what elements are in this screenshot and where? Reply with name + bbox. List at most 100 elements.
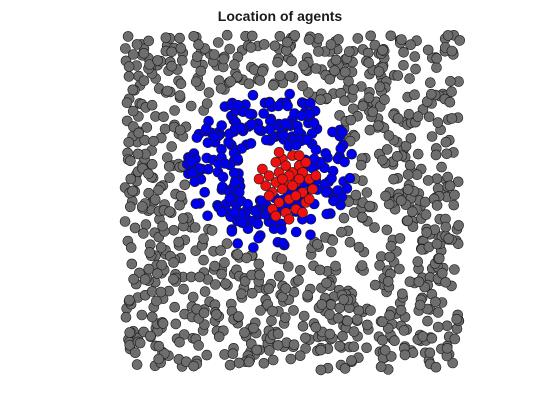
outer-agent-point <box>332 312 344 324</box>
outer-agent-point <box>377 316 388 328</box>
middle-agent-point <box>234 186 245 198</box>
outer-agent-point <box>297 320 309 332</box>
inner-agent-point <box>303 193 315 205</box>
outer-agent-point <box>133 127 144 139</box>
outer-agent-point <box>441 320 453 332</box>
outer-agent-point <box>233 357 245 369</box>
outer-agent-point <box>353 305 365 317</box>
middle-agent-point <box>335 143 347 154</box>
outer-agent-point <box>330 260 341 272</box>
outer-agent-point <box>381 144 393 155</box>
outer-agent-point <box>215 245 226 256</box>
outer-agent-point <box>123 61 135 72</box>
outer-agents-layer <box>119 29 466 376</box>
outer-agent-point <box>174 199 185 211</box>
middle-agent-point <box>346 148 358 160</box>
chart-title: Location of agents <box>217 8 343 24</box>
outer-agent-point <box>404 276 416 288</box>
outer-agent-point <box>384 309 395 321</box>
outer-agent-point <box>356 211 368 223</box>
outer-agent-point <box>263 283 275 295</box>
outer-agent-point <box>254 269 266 281</box>
middle-agent-point <box>273 100 284 112</box>
outer-agent-point <box>300 343 311 354</box>
outer-agent-point <box>138 75 150 86</box>
middle-agent-point <box>247 89 259 101</box>
outer-agent-point <box>209 260 220 272</box>
outer-agent-point <box>345 114 357 126</box>
middle-agent-point <box>305 229 316 241</box>
inner-agent-point <box>310 170 322 181</box>
outer-agent-point <box>364 200 376 212</box>
inner-agent-point <box>270 210 282 222</box>
outer-agent-point <box>251 344 263 356</box>
inner-agent-point <box>293 150 305 161</box>
inner-agent-point <box>253 173 265 185</box>
outer-agent-point <box>431 52 443 64</box>
middle-agent-point <box>344 172 356 184</box>
outer-agent-point <box>436 161 447 173</box>
outer-agent-point <box>152 55 163 66</box>
outer-agent-point <box>229 59 240 70</box>
outer-agent-point <box>405 133 417 144</box>
outer-agent-point <box>143 187 154 199</box>
outer-agent-point <box>410 63 421 75</box>
middle-agent-point <box>190 198 202 210</box>
outer-agent-point <box>294 350 306 362</box>
outer-agent-point <box>124 294 135 306</box>
middle-agent-point <box>242 198 253 210</box>
outer-agent-point <box>343 46 355 57</box>
outer-agent-point <box>188 360 199 372</box>
outer-agent-point <box>177 213 189 224</box>
outer-agent-point <box>413 276 425 288</box>
middle-agent-point <box>327 126 338 138</box>
outer-agent-point <box>348 326 360 337</box>
outer-agent-point <box>148 135 159 147</box>
outer-agent-point <box>381 224 393 236</box>
outer-agent-point <box>248 322 259 334</box>
outer-agent-point <box>383 130 395 141</box>
outer-agent-point <box>398 60 409 71</box>
outer-agent-point <box>282 261 294 272</box>
outer-agent-point <box>175 78 187 90</box>
outer-agent-point <box>315 364 327 376</box>
middle-agent-point <box>258 108 270 119</box>
outer-agent-point <box>363 92 375 103</box>
middle-agent-point <box>264 97 275 109</box>
outer-agent-point <box>310 321 322 333</box>
middle-agent-point <box>320 148 332 159</box>
outer-agent-point <box>440 221 452 233</box>
outer-agent-point <box>344 236 356 248</box>
outer-agent-point <box>353 241 365 253</box>
outer-agent-point <box>146 99 158 111</box>
outer-agent-point <box>426 332 438 344</box>
outer-agent-point <box>375 361 387 373</box>
outer-agent-point <box>351 314 363 325</box>
outer-agent-point <box>324 73 336 85</box>
outer-agent-point <box>365 305 376 316</box>
outer-agent-point <box>190 76 202 87</box>
inner-agent-point <box>300 157 312 168</box>
outer-agent-point <box>198 307 210 319</box>
outer-agent-point <box>153 353 164 365</box>
outer-agent-point <box>178 329 190 340</box>
inner-agent-point <box>280 160 292 171</box>
middle-agent-point <box>201 123 212 134</box>
outer-agent-point <box>384 251 396 263</box>
outer-agent-point <box>160 32 172 44</box>
outer-agent-point <box>227 348 239 360</box>
outer-agent-point <box>377 154 388 166</box>
outer-agent-point <box>338 212 350 224</box>
outer-agent-point <box>399 349 411 361</box>
middle-agent-point <box>235 122 247 134</box>
inner-agent-point <box>297 207 308 218</box>
outer-agent-point <box>412 148 424 160</box>
inner-agent-point <box>273 197 285 208</box>
outer-agent-point <box>451 313 463 325</box>
inner-agent-point <box>283 214 295 225</box>
outer-agent-point <box>274 30 286 42</box>
outer-agent-point <box>342 315 353 327</box>
middle-agent-point <box>304 97 316 109</box>
outer-agent-point <box>175 190 187 202</box>
outer-agent-point <box>187 291 199 303</box>
